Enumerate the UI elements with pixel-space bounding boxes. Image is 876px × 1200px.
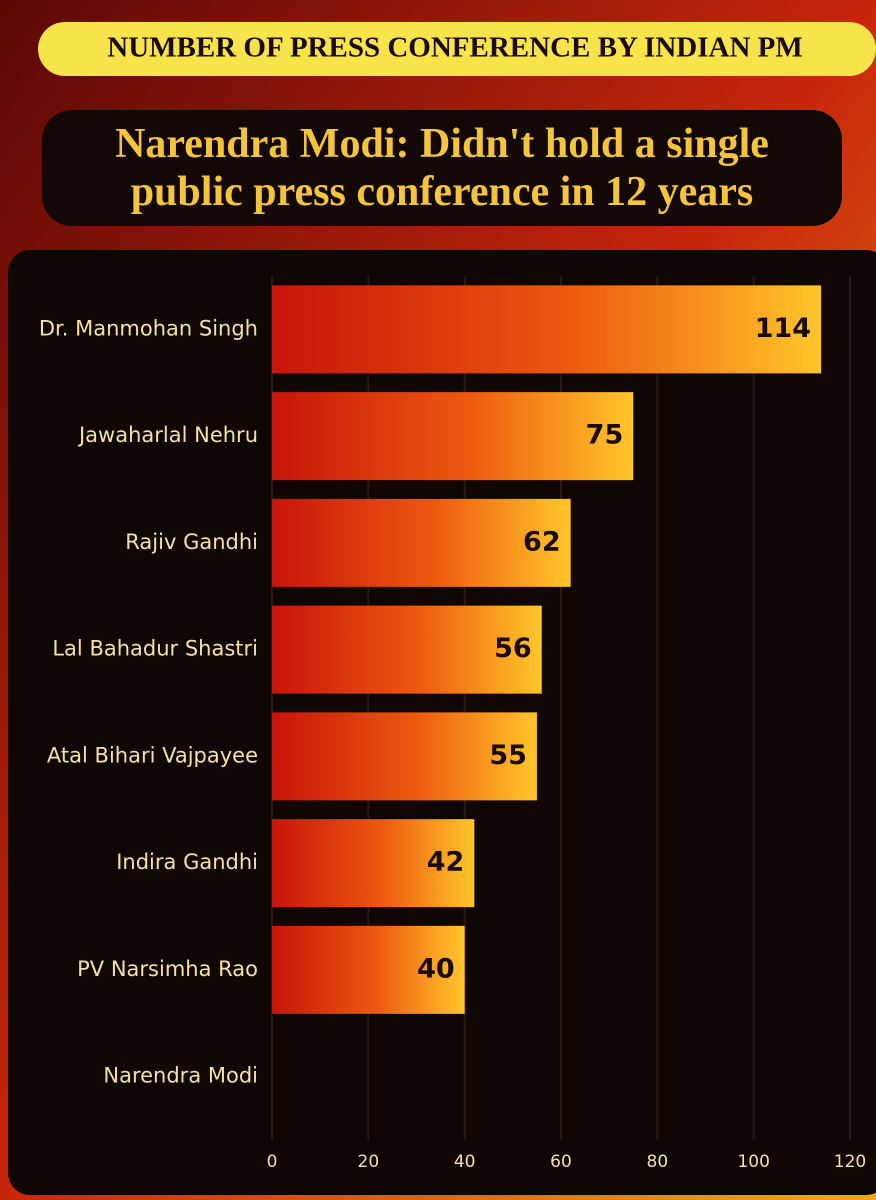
value-label: 114 bbox=[755, 313, 811, 344]
chart-title: NUMBER OF PRESS CONFERENCE BY INDIAN PM bbox=[107, 32, 803, 64]
y-tick-label: PV Narsimha Rao bbox=[77, 957, 258, 981]
value-label: 62 bbox=[523, 526, 561, 557]
y-tick-label: Atal Bihari Vajpayee bbox=[47, 743, 258, 767]
x-tick-label: 60 bbox=[550, 1152, 572, 1172]
value-label: 40 bbox=[417, 953, 455, 984]
y-tick-label: Indira Gandhi bbox=[116, 850, 258, 874]
x-tick-label: 100 bbox=[737, 1152, 769, 1172]
x-tick-label: 80 bbox=[647, 1152, 669, 1172]
subtitle: Narendra Modi: Didn't hold a single publ… bbox=[42, 110, 842, 226]
value-label: 75 bbox=[586, 420, 624, 451]
bar bbox=[272, 498, 571, 587]
y-tick-label: Jawaharlal Nehru bbox=[77, 423, 258, 447]
value-label: 42 bbox=[427, 847, 465, 878]
y-tick-label: Lal Bahadur Shastri bbox=[52, 637, 258, 661]
y-tick-label: Rajiv Gandhi bbox=[125, 530, 258, 554]
bar bbox=[272, 819, 475, 908]
bar bbox=[272, 605, 542, 694]
x-tick-label: 0 bbox=[267, 1152, 278, 1172]
y-tick-label: Narendra Modi bbox=[103, 1064, 258, 1088]
x-tick-label: 120 bbox=[834, 1152, 866, 1172]
bar bbox=[272, 285, 822, 374]
x-tick-label: 20 bbox=[358, 1152, 380, 1172]
bar bbox=[272, 925, 465, 1014]
title-pill bbox=[38, 22, 876, 76]
value-label: 55 bbox=[489, 740, 527, 771]
x-tick-label: 40 bbox=[454, 1152, 476, 1172]
bar bbox=[272, 712, 537, 801]
value-label: 56 bbox=[494, 633, 532, 664]
y-tick-label: Dr. Manmohan Singh bbox=[39, 316, 258, 340]
bar bbox=[272, 392, 634, 481]
